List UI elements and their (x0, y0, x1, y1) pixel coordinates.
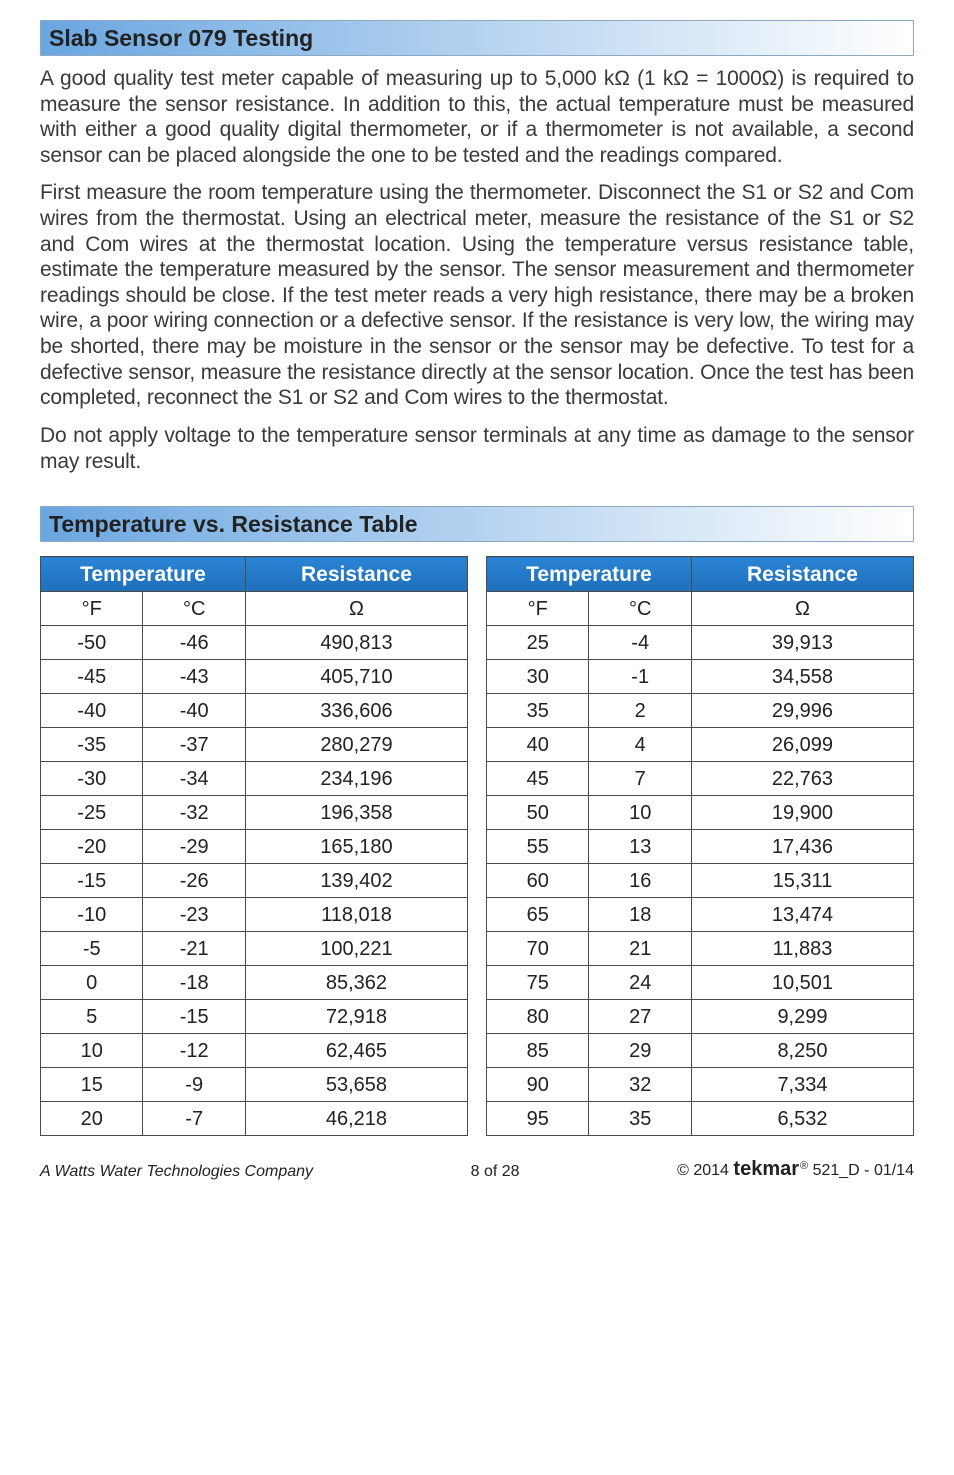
footer-brand: tekmar (733, 1158, 799, 1180)
section1-para1: A good quality test meter capable of mea… (40, 66, 914, 168)
table-unit-row: °F °C Ω (41, 592, 468, 626)
footer-reg: ® (800, 1160, 808, 1172)
table-row: 651813,474 (487, 898, 914, 932)
table-row: 85298,250 (487, 1034, 914, 1068)
table-header-row: Temperature Resistance (487, 557, 914, 592)
footer-copyright: © 2014 tekmar® 521_D - 01/14 (677, 1158, 914, 1181)
table-row: 10-1262,465 (41, 1034, 468, 1068)
table-row: 551317,436 (487, 830, 914, 864)
table-row: -40-40336,606 (41, 694, 468, 728)
page-footer: A Watts Water Technologies Company 8 of … (40, 1158, 914, 1181)
table-row: -20-29165,180 (41, 830, 468, 864)
unit-f: °F (41, 592, 143, 626)
table-row: 95356,532 (487, 1102, 914, 1136)
unit-f: °F (487, 592, 589, 626)
section1-para2: First measure the room temperature using… (40, 180, 914, 410)
page-root: Slab Sensor 079 Testing A good quality t… (20, 0, 934, 1189)
table-row: 0-1885,362 (41, 966, 468, 1000)
table-row: 40426,099 (487, 728, 914, 762)
th-temperature: Temperature (487, 557, 692, 592)
table-row: 90327,334 (487, 1068, 914, 1102)
table-row: 80279,299 (487, 1000, 914, 1034)
section2-heading: Temperature vs. Resistance Table (40, 506, 914, 542)
table-unit-row: °F °C Ω (487, 592, 914, 626)
section1-para3: Do not apply voltage to the temperature … (40, 423, 914, 474)
section1-heading: Slab Sensor 079 Testing (40, 20, 914, 56)
th-resistance: Resistance (245, 557, 467, 592)
table-row: -5-21100,221 (41, 932, 468, 966)
table-row: 25-439,913 (487, 626, 914, 660)
table-row: -25-32196,358 (41, 796, 468, 830)
table-row: 45722,763 (487, 762, 914, 796)
unit-ohm: Ω (245, 592, 467, 626)
tables-container: Temperature Resistance °F °C Ω -50-46490… (40, 556, 914, 1136)
table-header-row: Temperature Resistance (41, 557, 468, 592)
table-row: 5-1572,918 (41, 1000, 468, 1034)
footer-company: A Watts Water Technologies Company (40, 1163, 313, 1181)
table-row: -10-23118,018 (41, 898, 468, 932)
th-temperature: Temperature (41, 557, 246, 592)
unit-ohm: Ω (691, 592, 913, 626)
footer-suffix: 521_D - 01/14 (808, 1162, 914, 1179)
table-row: 702111,883 (487, 932, 914, 966)
table-row: -30-34234,196 (41, 762, 468, 796)
table-row: 752410,501 (487, 966, 914, 1000)
table-row: 15-953,658 (41, 1068, 468, 1102)
table-row: 35229,996 (487, 694, 914, 728)
table-row: 501019,900 (487, 796, 914, 830)
table-row: 20-746,218 (41, 1102, 468, 1136)
table-row: -45-43405,710 (41, 660, 468, 694)
resistance-table-right: Temperature Resistance °F °C Ω 25-439,91… (486, 556, 914, 1136)
table-row: -15-26139,402 (41, 864, 468, 898)
unit-c: °C (589, 592, 691, 626)
th-resistance: Resistance (691, 557, 913, 592)
table-row: -50-46490,813 (41, 626, 468, 660)
table-row: 30-134,558 (487, 660, 914, 694)
resistance-table-left: Temperature Resistance °F °C Ω -50-46490… (40, 556, 468, 1136)
footer-prefix: © 2014 (677, 1162, 733, 1179)
unit-c: °C (143, 592, 245, 626)
table-row: 601615,311 (487, 864, 914, 898)
footer-page-number: 8 of 28 (471, 1163, 520, 1181)
table-row: -35-37280,279 (41, 728, 468, 762)
